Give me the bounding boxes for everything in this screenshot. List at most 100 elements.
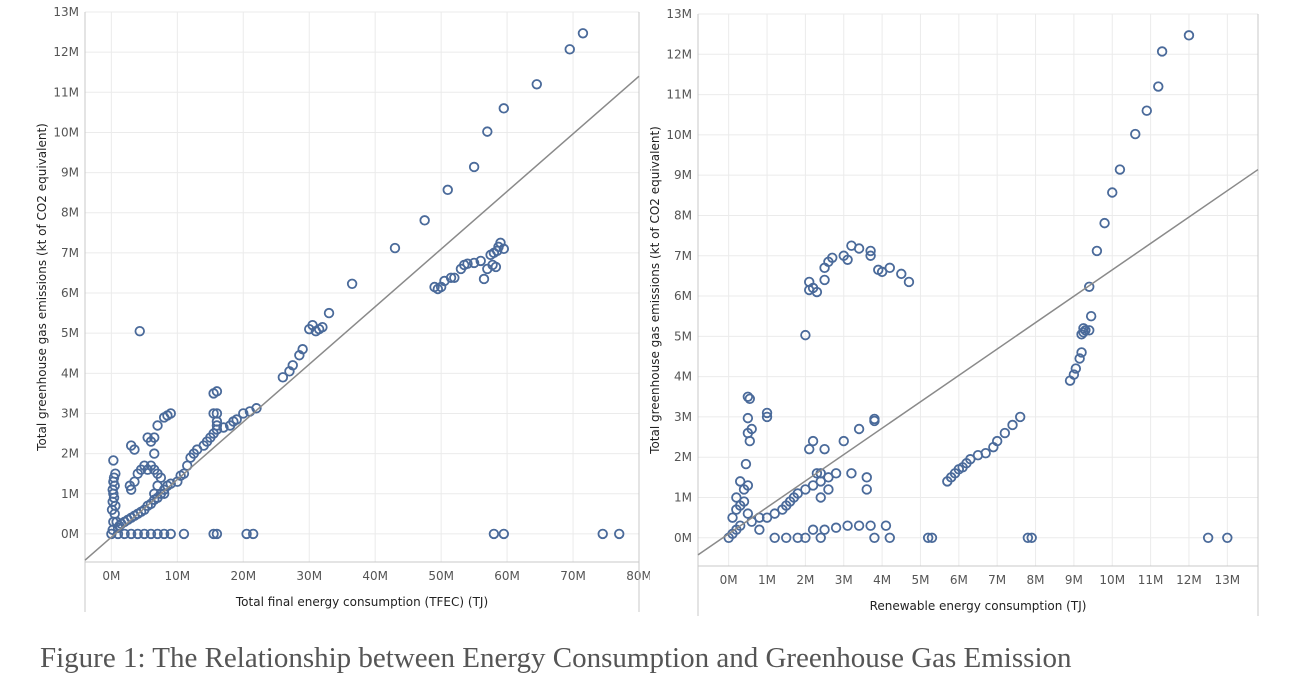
x-tick-label: 9M: [1065, 573, 1083, 587]
data-point: [761, 411, 773, 423]
data-point: [238, 408, 249, 419]
data-point: [769, 508, 780, 519]
data-point: [861, 472, 872, 483]
x-tick-label: 3M: [835, 573, 853, 587]
data-point: [731, 492, 742, 503]
y-tick-label: 2M: [674, 450, 692, 464]
data-point: [251, 403, 262, 414]
data-point: [149, 448, 160, 459]
gridlines: [698, 13, 1258, 566]
y-tick-label: 12M: [666, 47, 692, 61]
data-point: [734, 476, 746, 487]
x-tick-label: 70M: [560, 569, 586, 583]
data-point: [158, 488, 170, 499]
y-tick-label: 3M: [61, 406, 79, 420]
x-axis-label: Renewable energy consumption (TJ): [870, 599, 1087, 613]
data-point: [842, 254, 853, 265]
data-points: [723, 30, 1233, 543]
data-point: [865, 245, 876, 257]
data-point: [807, 524, 819, 535]
y-axis-label: Total greenhouse gas emissions (kt of CO…: [35, 123, 49, 452]
y-tick-label: 8M: [61, 206, 79, 220]
y-tick-label: 12M: [53, 45, 79, 59]
data-point: [1114, 164, 1126, 175]
y-tick-label: 1M: [61, 487, 79, 501]
data-point: [1022, 532, 1034, 543]
scatter-panel-tfec: 0M 1M 2M 3M 4M 5M 6M 7M 8M 9M 10M 11M 12M 13M 0M 10M 20M…: [0, 0, 650, 625]
data-point: [1099, 217, 1110, 229]
y-tick-label: 6M: [61, 286, 79, 300]
data-point: [614, 528, 625, 540]
data-point: [208, 528, 219, 540]
y-tick-label: 0M: [674, 531, 692, 545]
data-point: [247, 528, 259, 540]
y-tick-label: 11M: [666, 88, 692, 102]
data-point: [896, 268, 907, 280]
data-point: [1222, 532, 1233, 543]
data-point: [346, 278, 358, 289]
data-point: [1153, 81, 1164, 92]
data-point: [991, 435, 1003, 447]
data-point: [211, 416, 223, 427]
data-point: [800, 532, 811, 543]
data-point: [738, 496, 750, 507]
x-tick-label: 13M: [1215, 573, 1241, 587]
data-point: [323, 307, 335, 319]
data-point: [531, 79, 542, 90]
data-point: [1084, 325, 1095, 336]
data-point: [769, 532, 780, 543]
data-point: [861, 484, 872, 495]
data-point: [865, 520, 876, 531]
data-point: [1078, 323, 1089, 334]
data-point: [807, 480, 819, 491]
scatter-chart-tfec: 0M 1M 2M 3M 4M 5M 6M 7M 8M 9M 10M 11M 12M 13M 0M 10M 20M…: [35, 5, 650, 612]
y-tick-label: 9M: [674, 168, 692, 182]
data-point: [297, 344, 308, 355]
data-point: [149, 432, 160, 443]
x-tick-label: 1M: [758, 573, 776, 587]
data-point: [742, 391, 754, 402]
data-point: [869, 413, 880, 425]
x-tick-label: 7M: [988, 573, 1006, 587]
trend-line: [84, 75, 640, 561]
x-tick-label: 30M: [296, 569, 322, 583]
x-tick-label: 40M: [362, 569, 388, 583]
data-point: [823, 472, 834, 483]
data-point: [830, 468, 842, 479]
data-point: [119, 528, 130, 540]
data-point: [1070, 363, 1082, 374]
data-point: [880, 520, 892, 531]
x-tick-label: 11M: [1138, 573, 1164, 587]
data-point: [498, 243, 509, 255]
data-point: [1141, 105, 1152, 116]
y-tick-label: 4M: [61, 366, 79, 380]
data-point: [853, 520, 865, 531]
x-tick-label: 50M: [428, 569, 454, 583]
scatter-panel-renewable: 0M 1M 2M 3M 4M 5M 6M 7M 8M 9M 10M 11M 12M 13M 0M 1M 2M 3M…: [650, 0, 1306, 625]
figure-caption: Figure 1: The Relationship between Energ…: [40, 642, 1072, 674]
x-tick-label: 10M: [165, 569, 191, 583]
data-point: [846, 468, 857, 479]
data-point: [152, 420, 163, 431]
x-tick-label: 20M: [230, 569, 256, 583]
y-tick-label: 10M: [666, 128, 692, 142]
data-point: [926, 532, 938, 543]
data-point: [746, 423, 757, 435]
data-point: [744, 393, 755, 404]
data-point: [1068, 369, 1080, 380]
data-point: [211, 528, 223, 540]
data-point: [152, 528, 163, 540]
data-point: [389, 242, 401, 254]
data-point: [211, 386, 223, 397]
x-tick-label: 0M: [720, 573, 738, 587]
data-point: [478, 273, 490, 285]
data-point: [815, 532, 826, 543]
x-tick-label: 10M: [1099, 573, 1125, 587]
data-point: [842, 520, 853, 531]
y-tick-label: 0M: [61, 527, 79, 541]
data-point: [819, 443, 830, 455]
data-point: [792, 488, 803, 499]
data-point: [108, 455, 119, 466]
data-point: [1091, 245, 1103, 257]
x-tick-label: 4M: [873, 573, 891, 587]
